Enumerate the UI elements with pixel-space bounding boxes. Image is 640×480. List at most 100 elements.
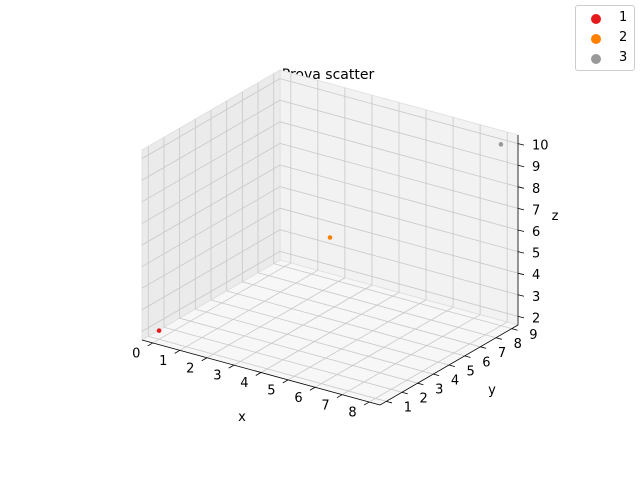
z-tick-label: 3	[532, 290, 540, 305]
grid-line-z	[279, 78, 519, 145]
data-point-series-1	[156, 328, 162, 333]
y-tick-label: 6	[482, 355, 490, 370]
grid-line-y	[163, 326, 403, 393]
grid-line-z	[141, 251, 281, 332]
y-tick-label: 3	[435, 383, 443, 398]
legend-item-1: 1	[576, 9, 634, 29]
x-tick	[228, 364, 235, 369]
legend-label-1: 1	[619, 10, 628, 25]
legend-item-3: 3	[576, 49, 634, 69]
x-tick-label: 0	[132, 347, 140, 362]
z-tick-label: 7	[532, 203, 540, 218]
y-tick	[495, 337, 502, 340]
x-tick	[282, 379, 289, 384]
x-tick	[201, 357, 208, 362]
y-tick-label: 9	[529, 328, 537, 343]
grid-line-z	[279, 186, 519, 252]
grid-line-y	[242, 281, 481, 348]
grid-line-y	[273, 263, 512, 330]
z-tick-label: 5	[532, 247, 540, 262]
x-tick-label: 3	[213, 369, 221, 384]
data-point-series-2	[327, 235, 333, 240]
x-tick	[255, 372, 262, 376]
grid-line-z	[141, 186, 281, 267]
x-tick-label: 8	[348, 406, 356, 421]
tick-marks	[147, 143, 525, 406]
legend-marker-3	[591, 54, 601, 64]
z-tick	[517, 315, 525, 319]
y-tick-label: 4	[451, 373, 459, 388]
z-tick-label: 9	[532, 160, 540, 175]
y-tick-label: 5	[467, 364, 475, 379]
x-tick	[174, 349, 181, 354]
z-tick	[517, 186, 525, 189]
grid-line-z	[141, 229, 281, 311]
grid-line-z	[141, 164, 281, 246]
grid-line-y	[179, 317, 418, 384]
y-tick-label: 2	[419, 392, 427, 407]
z-tick	[517, 143, 525, 146]
y-tick	[480, 346, 487, 349]
z-tick	[517, 294, 525, 297]
grid-line-y	[195, 308, 434, 375]
grid-line-y	[257, 272, 497, 339]
x-tick-label: 6	[294, 391, 302, 406]
y-tick	[386, 400, 393, 404]
y-axis-label: y	[488, 383, 496, 398]
y-tick-label: 7	[498, 346, 506, 361]
y-tick-label: 8	[514, 337, 522, 352]
grid-line-z	[141, 99, 281, 181]
x-tick	[363, 401, 370, 406]
z-tick	[517, 229, 525, 232]
grid-line-z	[279, 143, 519, 209]
y-tick	[464, 355, 471, 358]
grid-line-y	[210, 299, 450, 366]
x-tick-label: 5	[267, 384, 275, 399]
y-tick	[511, 328, 518, 331]
y-tick-label: 1	[404, 401, 412, 416]
z-tick	[517, 251, 525, 254]
x-tick	[147, 342, 154, 347]
grid-line-z	[279, 207, 519, 274]
grid-line-z	[141, 78, 281, 159]
grid-line-z	[279, 164, 519, 231]
legend-item-2: 2	[576, 29, 634, 49]
z-tick-label: 8	[532, 182, 540, 197]
data-point-series-3	[498, 142, 504, 147]
grid-line-y	[226, 290, 465, 357]
legend-marker-2	[591, 34, 601, 44]
x-tick-label: 2	[186, 361, 194, 376]
data-points	[156, 142, 504, 333]
x-tick	[309, 386, 316, 391]
legend: 1 2 3	[575, 5, 635, 71]
legend-label-2: 2	[619, 30, 628, 45]
grid-line-z	[279, 229, 519, 296]
legend-marker-1	[591, 14, 601, 24]
grid-line-z	[141, 143, 281, 224]
grid-line-z	[141, 121, 281, 203]
grid-line-y	[148, 335, 387, 402]
z-tick-label: 6	[532, 225, 540, 240]
grid-line-z	[279, 99, 519, 166]
z-tick	[517, 208, 525, 211]
x-tick-label: 1	[159, 354, 167, 369]
y-tick	[448, 364, 455, 367]
z-tick-label: 2	[532, 311, 540, 326]
x-tick-label: 7	[321, 398, 329, 413]
x-tick-label: 4	[240, 376, 248, 391]
z-axis-label: z	[552, 209, 559, 224]
z-tick	[517, 164, 525, 168]
y-tick	[433, 373, 440, 377]
y-tick	[401, 391, 408, 395]
y-tick	[417, 382, 424, 386]
grid-line-z	[141, 207, 281, 289]
z-tick-label: 4	[532, 268, 540, 283]
z-tick-label: 10	[532, 139, 549, 154]
legend-label-3: 3	[619, 50, 628, 65]
grid-lines	[141, 72, 519, 403]
x-axis-label: x	[238, 410, 246, 425]
x-tick	[336, 394, 343, 399]
z-tick	[517, 272, 525, 276]
